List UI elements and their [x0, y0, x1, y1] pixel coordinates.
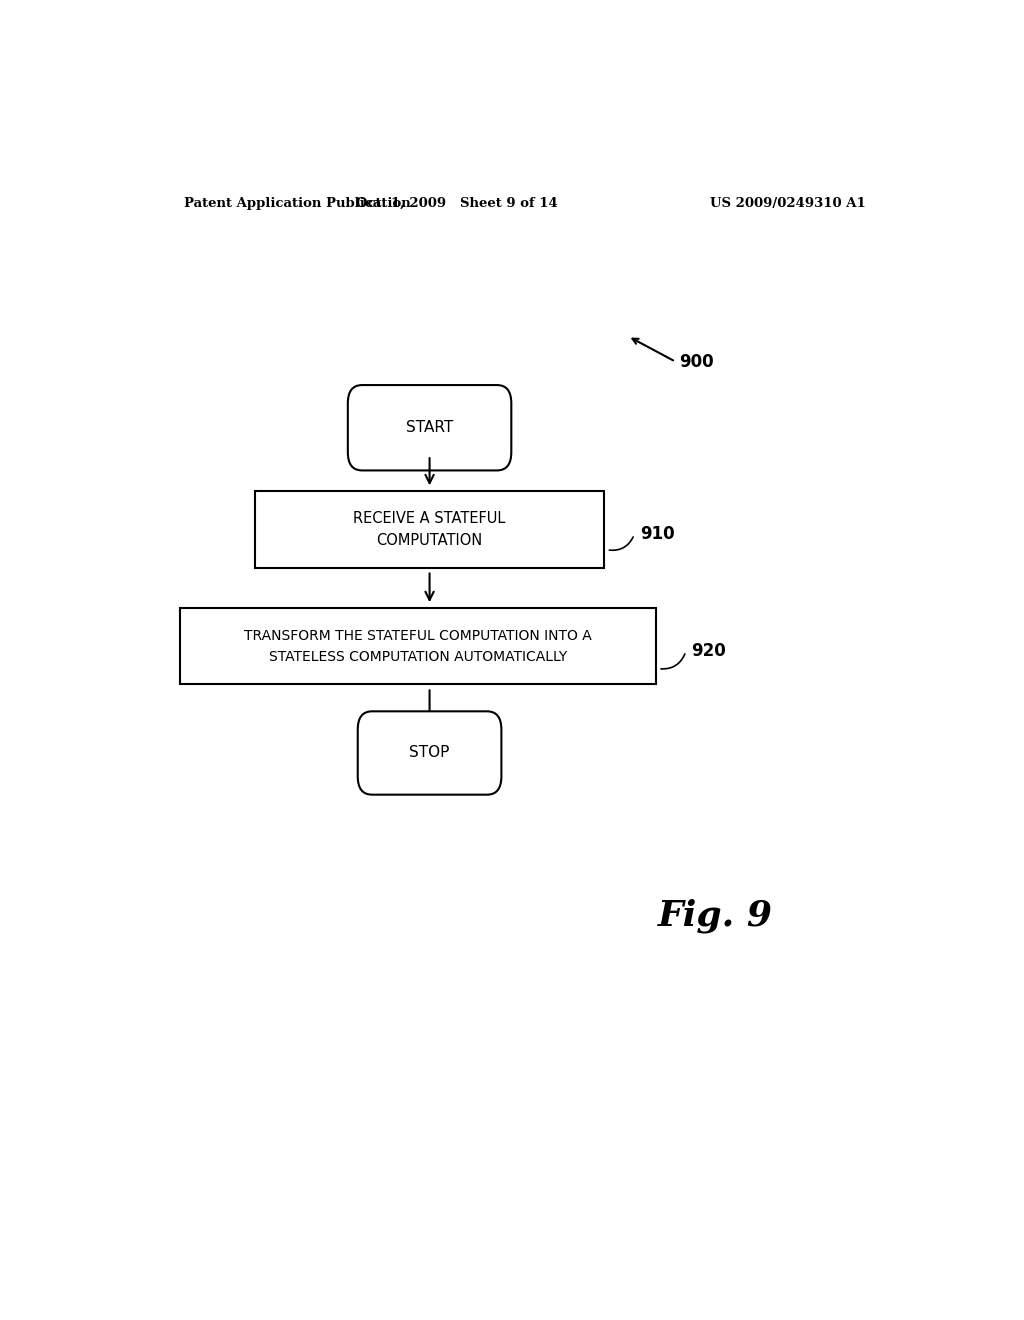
- Text: RECEIVE A STATEFUL
COMPUTATION: RECEIVE A STATEFUL COMPUTATION: [353, 511, 506, 548]
- FancyBboxPatch shape: [179, 609, 655, 684]
- Text: TRANSFORM THE STATEFUL COMPUTATION INTO A
STATELESS COMPUTATION AUTOMATICALLY: TRANSFORM THE STATEFUL COMPUTATION INTO …: [244, 628, 592, 664]
- Text: 900: 900: [680, 352, 714, 371]
- Text: US 2009/0249310 A1: US 2009/0249310 A1: [711, 197, 866, 210]
- Text: Patent Application Publication: Patent Application Publication: [183, 197, 411, 210]
- Text: 910: 910: [640, 525, 675, 544]
- FancyBboxPatch shape: [348, 385, 511, 470]
- FancyBboxPatch shape: [255, 491, 604, 568]
- Text: 920: 920: [691, 643, 726, 660]
- Text: Oct. 1, 2009   Sheet 9 of 14: Oct. 1, 2009 Sheet 9 of 14: [356, 197, 558, 210]
- Text: START: START: [406, 420, 454, 436]
- FancyBboxPatch shape: [357, 711, 502, 795]
- Text: STOP: STOP: [410, 746, 450, 760]
- Text: Fig. 9: Fig. 9: [657, 899, 773, 933]
